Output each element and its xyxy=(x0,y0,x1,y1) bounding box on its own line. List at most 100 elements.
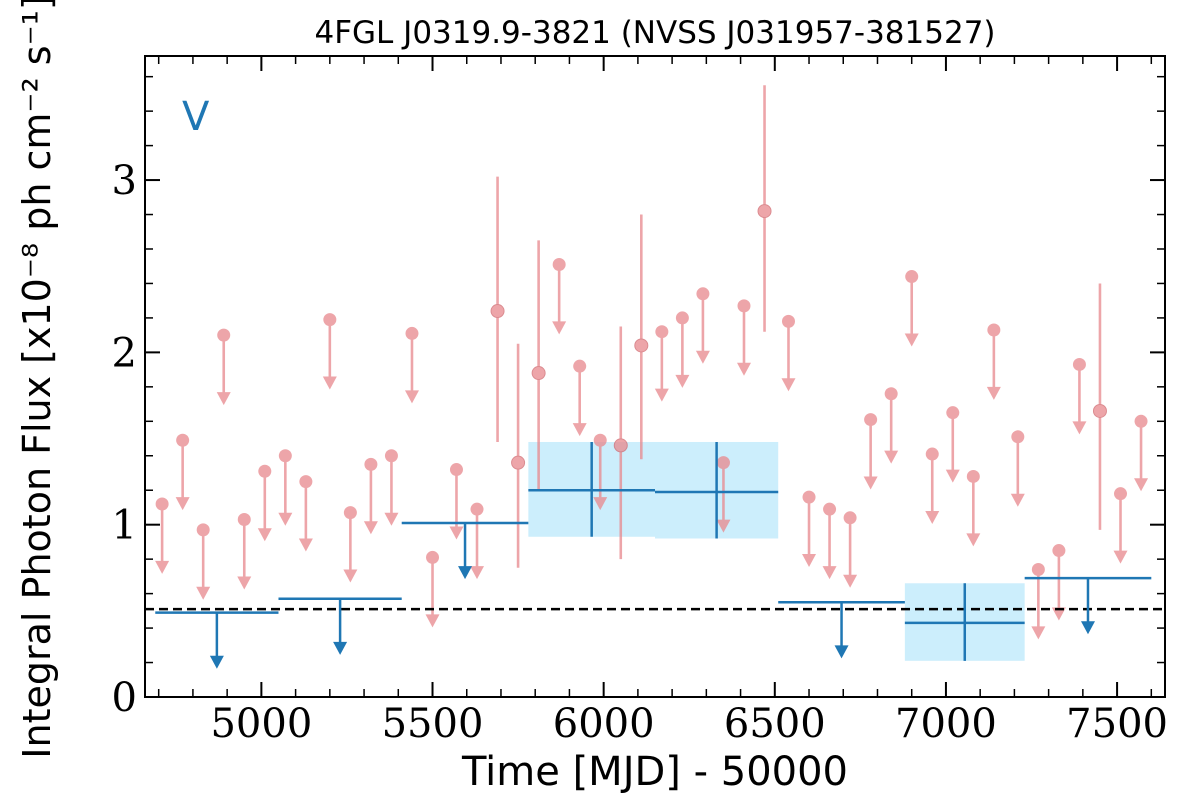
upper-limit-arrowhead xyxy=(155,560,170,574)
upper-limit-marker xyxy=(781,314,795,328)
coarse-upper-limit-arrowhead xyxy=(209,655,224,669)
upper-limit-marker xyxy=(1011,430,1025,444)
upper-limit-marker xyxy=(552,257,566,271)
upper-limit-marker xyxy=(384,449,398,463)
upper-limit-point xyxy=(716,456,731,533)
upper-limit-point xyxy=(695,287,710,364)
detection-point xyxy=(531,240,546,491)
upper-limit-arrowhead xyxy=(802,554,817,568)
upper-limit-marker xyxy=(864,413,878,427)
upper-limit-point xyxy=(822,502,837,580)
upper-limit-arrowhead xyxy=(863,476,878,490)
upper-limit-point xyxy=(572,359,587,437)
x-tick-label: 7000 xyxy=(895,701,997,747)
x-tick-label: 6500 xyxy=(724,701,826,747)
upper-limit-point xyxy=(470,502,485,580)
upper-limit-arrowhead xyxy=(945,469,960,483)
coarse-upper-limit-arrowhead xyxy=(333,641,348,655)
detection-point xyxy=(490,176,505,442)
upper-limit-point xyxy=(155,497,170,574)
x-axis-label: Time [MJD] - 50000 xyxy=(461,749,848,795)
upper-limit-arrowhead xyxy=(884,450,899,464)
upper-limit-arrowhead xyxy=(986,386,1001,400)
upper-limit-point xyxy=(945,406,960,483)
upper-limit-arrowhead xyxy=(1134,478,1149,492)
coarse-upper-limit-arrowhead xyxy=(834,645,849,659)
upper-limit-point xyxy=(884,387,899,464)
upper-limit-point xyxy=(675,311,690,388)
x-tick-label: 5000 xyxy=(210,701,312,747)
y-tick-label: 3 xyxy=(112,158,137,204)
chart-title: 4FGL J0319.9-3821 (NVSS J031957-381527) xyxy=(314,15,995,51)
detection-marker xyxy=(1092,403,1107,418)
upper-limit-marker xyxy=(966,469,980,483)
upper-limit-point xyxy=(449,463,464,540)
upper-limit-point xyxy=(278,449,293,526)
upper-limit-marker xyxy=(905,270,919,284)
upper-limit-point xyxy=(1072,357,1087,435)
upper-limit-arrowhead xyxy=(196,586,211,600)
x-tick-label: 6000 xyxy=(553,701,655,747)
y-tick-label: 1 xyxy=(112,503,137,549)
upper-limit-arrowhead xyxy=(404,390,419,404)
upper-limit-point xyxy=(298,475,313,552)
upper-limit-arrowhead xyxy=(278,512,293,526)
upper-limit-marker xyxy=(655,325,669,339)
upper-limit-point xyxy=(322,313,337,390)
upper-limit-arrowhead xyxy=(904,333,919,347)
upper-limit-arrowhead xyxy=(822,566,837,580)
upper-limit-marker xyxy=(1114,487,1128,501)
upper-limit-point xyxy=(1010,430,1025,507)
upper-limit-marker xyxy=(364,457,378,471)
upper-limit-marker xyxy=(426,550,440,564)
upper-limit-arrowhead xyxy=(237,576,252,590)
detection-point xyxy=(634,214,649,460)
upper-limit-arrowhead xyxy=(257,528,272,542)
y-tick-label: 2 xyxy=(112,330,137,376)
upper-limit-marker xyxy=(196,523,210,537)
upper-limit-arrowhead xyxy=(1051,607,1066,621)
upper-limit-marker xyxy=(925,447,939,461)
upper-limit-point xyxy=(196,523,211,600)
upper-limit-point xyxy=(384,449,399,526)
upper-limit-arrowhead xyxy=(363,521,378,535)
detection-marker xyxy=(613,438,628,453)
upper-limit-arrowhead xyxy=(1072,421,1087,435)
detection-point xyxy=(613,326,628,560)
upper-limit-arrowhead xyxy=(1113,550,1128,564)
upper-limit-point xyxy=(986,323,1001,400)
upper-limit-point xyxy=(552,257,567,335)
upper-limit-point xyxy=(863,413,878,490)
upper-limit-marker xyxy=(176,433,190,447)
coarse-bins-layer xyxy=(155,441,1152,669)
upper-limit-arrowhead xyxy=(675,374,690,388)
y-axis-label: Integral Photon Flux [x10⁻⁸ ph cm⁻² s⁻¹] xyxy=(15,0,59,759)
upper-limit-arrowhead xyxy=(298,538,313,552)
upper-limit-point xyxy=(1113,487,1128,564)
upper-limit-marker xyxy=(843,511,857,525)
upper-limit-arrowhead xyxy=(716,519,731,533)
plot-frame xyxy=(144,55,1166,698)
upper-limit-marker xyxy=(737,299,751,313)
upper-limit-arrowhead xyxy=(322,376,337,390)
upper-limit-marker xyxy=(823,502,837,516)
upper-limit-marker xyxy=(1134,414,1148,428)
upper-limit-marker xyxy=(343,506,357,520)
upper-limit-arrowhead xyxy=(695,350,710,364)
upper-limit-point xyxy=(363,457,378,535)
upper-limit-marker xyxy=(675,311,689,325)
upper-limit-marker xyxy=(884,387,898,401)
upper-limit-arrowhead xyxy=(736,362,751,376)
upper-limit-point xyxy=(1134,414,1149,492)
detection-point xyxy=(757,85,772,332)
upper-limit-marker xyxy=(258,464,272,478)
upper-limit-marker xyxy=(470,502,484,516)
upper-limit-point xyxy=(925,447,940,524)
upper-limit-point xyxy=(216,328,231,406)
upper-limit-marker xyxy=(299,475,313,489)
upper-limit-arrowhead xyxy=(654,388,669,402)
upper-limit-point xyxy=(1051,544,1066,621)
upper-limit-marker xyxy=(217,328,231,342)
upper-limit-arrowhead xyxy=(966,533,981,547)
